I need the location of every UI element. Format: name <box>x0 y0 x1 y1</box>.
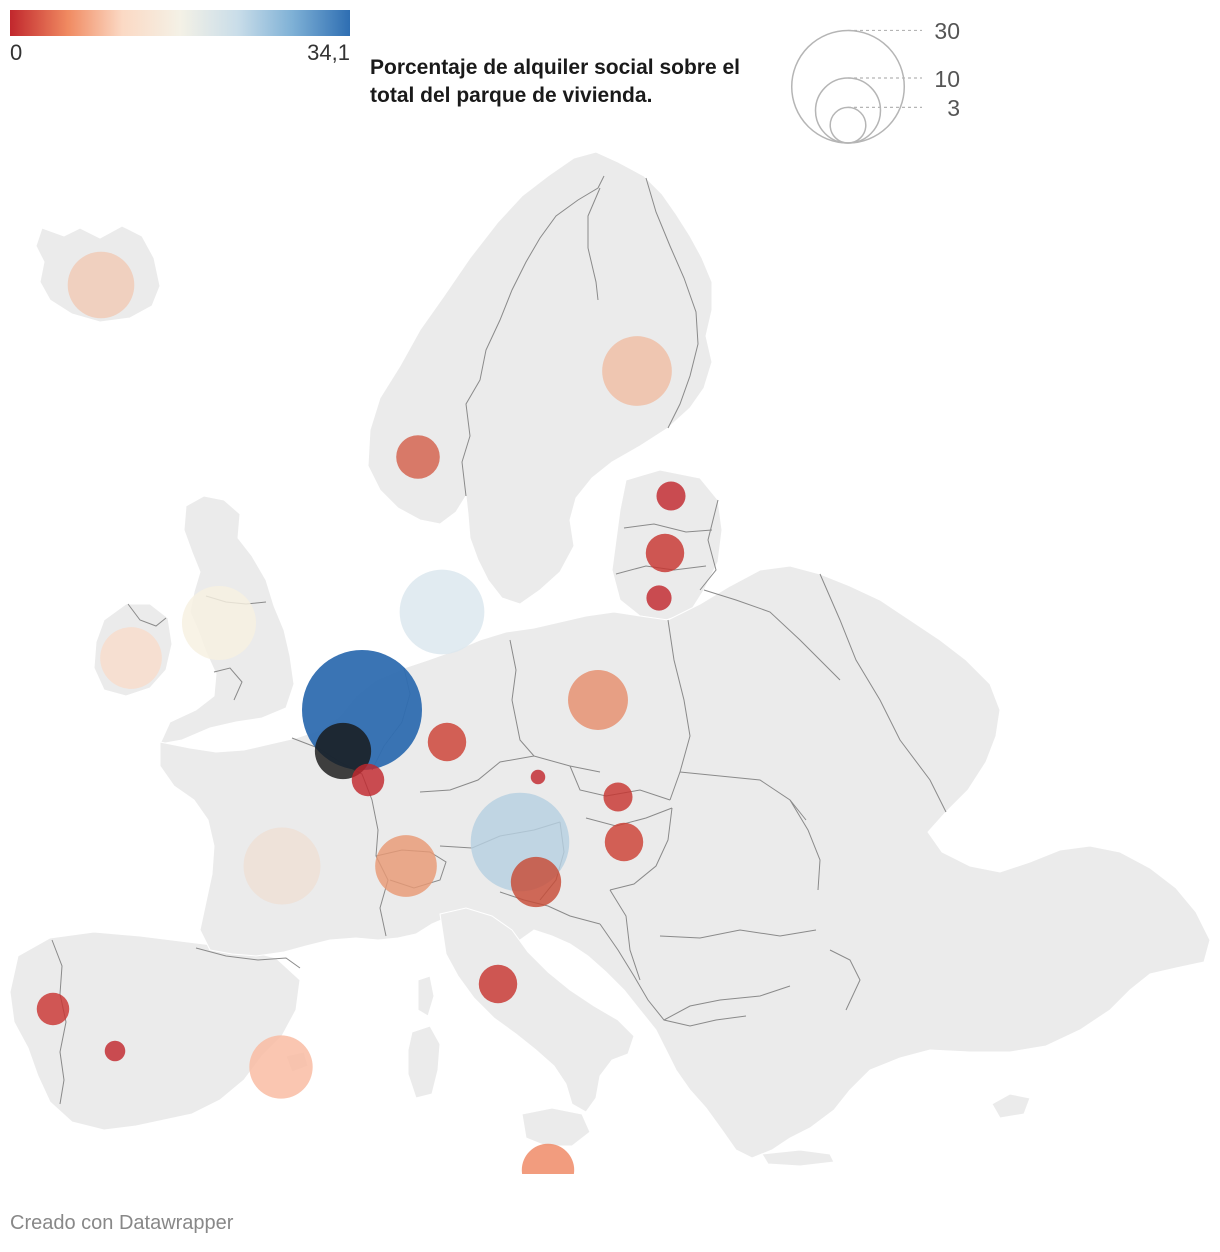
bubble-finland[interactable] <box>602 336 672 406</box>
land-sicily <box>521 1107 591 1147</box>
size-legend-label-10: 10 <box>934 66 960 92</box>
color-legend-max: 34,1 <box>307 40 350 65</box>
bubble-portugal[interactable] <box>36 992 70 1026</box>
land-mainland-europe <box>159 565 1211 1159</box>
land <box>9 151 1211 1167</box>
size-legend-label-3: 3 <box>947 95 960 121</box>
bubble-iceland[interactable] <box>67 251 135 319</box>
border-uk-wales <box>213 667 243 701</box>
bubble-latvia[interactable] <box>645 533 685 573</box>
color-legend: 0 34,1 <box>10 10 350 65</box>
title-line-1: Porcentaje de alquiler social sobre el <box>370 56 740 79</box>
color-ramp-bar <box>10 10 350 36</box>
color-legend-min: 0 <box>10 40 22 65</box>
land-scandinavia <box>367 151 713 605</box>
border-romania-ukraine <box>679 771 807 821</box>
bubble-slovenia[interactable] <box>510 856 562 908</box>
border-ireland-ni <box>127 603 167 627</box>
bubble-slovakia[interactable] <box>603 782 633 812</box>
border-poland-belarus-ukraine <box>667 619 691 801</box>
bubble-luxembourg[interactable] <box>351 763 385 797</box>
map-bottom-mask <box>0 1174 1220 1204</box>
bubble-czechia[interactable] <box>530 769 546 785</box>
bubble-norway[interactable] <box>396 435 440 479</box>
bubble-france[interactable] <box>243 827 321 905</box>
bubble-germany[interactable] <box>427 722 467 762</box>
bubble-estonia[interactable] <box>656 481 686 511</box>
size-legend-circle-3 <box>829 106 867 144</box>
border-moldova <box>789 799 821 891</box>
bubble-united-kingdom[interactable] <box>181 585 257 661</box>
border-hungary-romania <box>609 807 673 891</box>
size-legend: 30 10 3 <box>790 18 960 144</box>
bubble-spain[interactable] <box>104 1040 126 1062</box>
border-ukraine-russia <box>819 573 947 813</box>
land-cyprus <box>991 1093 1031 1119</box>
land-crete <box>761 1149 835 1167</box>
border-norway-sweden <box>461 175 605 497</box>
border-germany-poland <box>509 639 535 757</box>
border-turkey <box>829 949 861 1011</box>
border-france-spain <box>195 947 301 969</box>
border-finland-russia <box>645 177 699 429</box>
bubble-ireland[interactable] <box>100 627 162 689</box>
border-belarus-russia <box>703 589 841 681</box>
bubble-switzerland[interactable] <box>375 835 437 897</box>
title-line-2: total del parque de vivienda. <box>370 84 652 107</box>
chart-title: Porcentaje de alquiler social sobre el t… <box>370 56 740 107</box>
bubble-spain-south[interactable] <box>249 1035 313 1099</box>
border-slovakia-hungary <box>585 807 673 827</box>
bubble-belgium-overlap[interactable] <box>314 722 372 780</box>
border-estonia-latvia <box>623 523 713 533</box>
bubble-poland[interactable] <box>568 670 628 730</box>
bubble-denmark[interactable] <box>399 569 485 655</box>
land-sardinia <box>407 1025 441 1099</box>
land-italy <box>439 907 635 1113</box>
border-baltic-russia <box>699 499 719 591</box>
bubble-italy[interactable] <box>478 964 518 1004</box>
size-legend-circle-30 <box>790 29 906 144</box>
size-legend-label-30: 30 <box>934 18 960 44</box>
border-romania-bulgaria <box>659 929 817 939</box>
border-greece-north <box>663 985 791 1021</box>
size-legend-circle-10 <box>814 77 882 144</box>
border-balkans <box>599 923 747 1027</box>
credit-text: Creado con Datawrapper <box>10 1212 234 1234</box>
border-spain-portugal <box>51 939 67 1105</box>
bubble-lithuania[interactable] <box>646 585 672 611</box>
border-italy-slovenia-croatia <box>499 891 601 925</box>
border-serbia-bosnia <box>609 889 641 981</box>
land-iberia <box>9 931 301 1131</box>
land-corsica <box>417 975 435 1017</box>
border-sweden-finland <box>587 187 601 301</box>
bubble-hungary[interactable] <box>604 822 644 862</box>
